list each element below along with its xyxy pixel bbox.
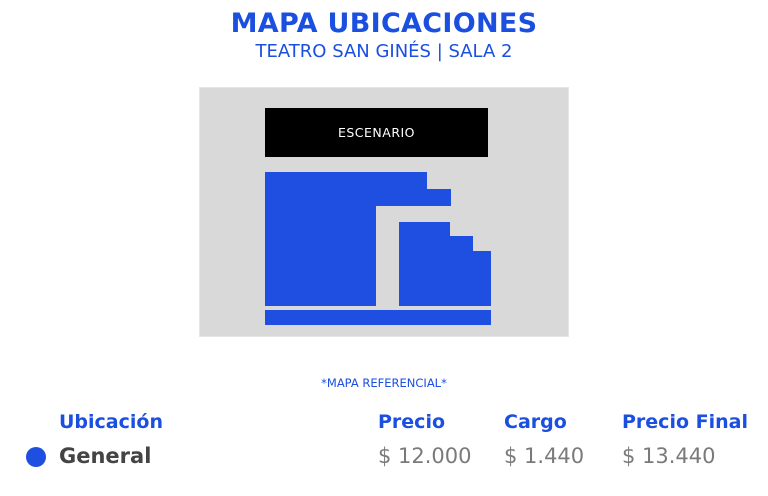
map-disclaimer: *MAPA REFERENCIAL*	[321, 376, 447, 390]
header-fee: Cargo	[504, 411, 567, 433]
page-title: MAPA UBICACIONES	[230, 8, 538, 39]
stage-label: ESCENARIO	[337, 125, 416, 140]
final-price-value: $ 13.440	[622, 444, 716, 468]
location-name: General	[59, 444, 152, 468]
header-price: Precio	[378, 411, 446, 433]
fee-value: $ 1.440	[504, 444, 585, 468]
header-location: Ubicación	[59, 411, 163, 433]
location-color-dot	[26, 447, 46, 467]
venue-subtitle: TEATRO SAN GINÉS | SALA 2	[255, 41, 513, 62]
section-general-back-row[interactable]	[265, 310, 491, 325]
section-general-right[interactable]	[399, 222, 491, 306]
stage: ESCENARIO	[265, 108, 488, 157]
section-general-left[interactable]	[265, 172, 451, 306]
price-value: $ 12.000	[378, 444, 472, 468]
header-final-price: Precio Final	[622, 411, 748, 433]
